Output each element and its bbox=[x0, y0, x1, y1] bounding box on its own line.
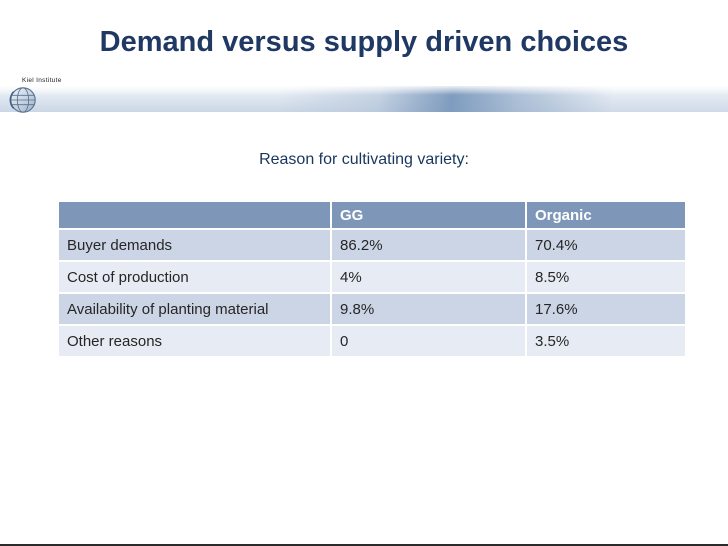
row-label: Availability of planting material bbox=[57, 292, 332, 326]
cell-organic-value: 3.5% bbox=[525, 324, 687, 358]
cell-organic-value: 17.6% bbox=[525, 292, 687, 326]
row-label: Cost of production bbox=[57, 260, 332, 294]
cell-organic-value: 70.4% bbox=[525, 228, 687, 262]
table-row: Buyer demands 86.2% 70.4% bbox=[57, 228, 687, 262]
table-row: Cost of production 4% 8.5% bbox=[57, 260, 687, 294]
page-title: Demand versus supply driven choices bbox=[99, 26, 629, 58]
table-header-row: GG Organic bbox=[57, 200, 687, 230]
cell-gg-value: 9.8% bbox=[330, 292, 527, 326]
kiel-institute-logo: Kiel Institute bbox=[6, 77, 78, 115]
reasons-table: GG Organic Buyer demands 86.2% 70.4% Cos… bbox=[57, 200, 687, 358]
cell-gg-value: 86.2% bbox=[330, 228, 527, 262]
header-cell-empty bbox=[57, 200, 332, 230]
slide-bottom-edge bbox=[0, 544, 728, 546]
row-label: Buyer demands bbox=[57, 228, 332, 262]
header-decorative-band bbox=[0, 86, 728, 112]
header-cell-gg: GG bbox=[330, 200, 527, 230]
logo-text: Kiel Institute bbox=[22, 77, 62, 84]
globe-icon bbox=[9, 87, 36, 113]
table-row: Availability of planting material 9.8% 1… bbox=[57, 292, 687, 326]
row-label: Other reasons bbox=[57, 324, 332, 358]
cell-gg-value: 4% bbox=[330, 260, 527, 294]
header-cell-organic: Organic bbox=[525, 200, 687, 230]
cell-gg-value: 0 bbox=[330, 324, 527, 358]
table-caption: Reason for cultivating variety: bbox=[259, 151, 469, 168]
table-row: Other reasons 0 3.5% bbox=[57, 324, 687, 358]
cell-organic-value: 8.5% bbox=[525, 260, 687, 294]
